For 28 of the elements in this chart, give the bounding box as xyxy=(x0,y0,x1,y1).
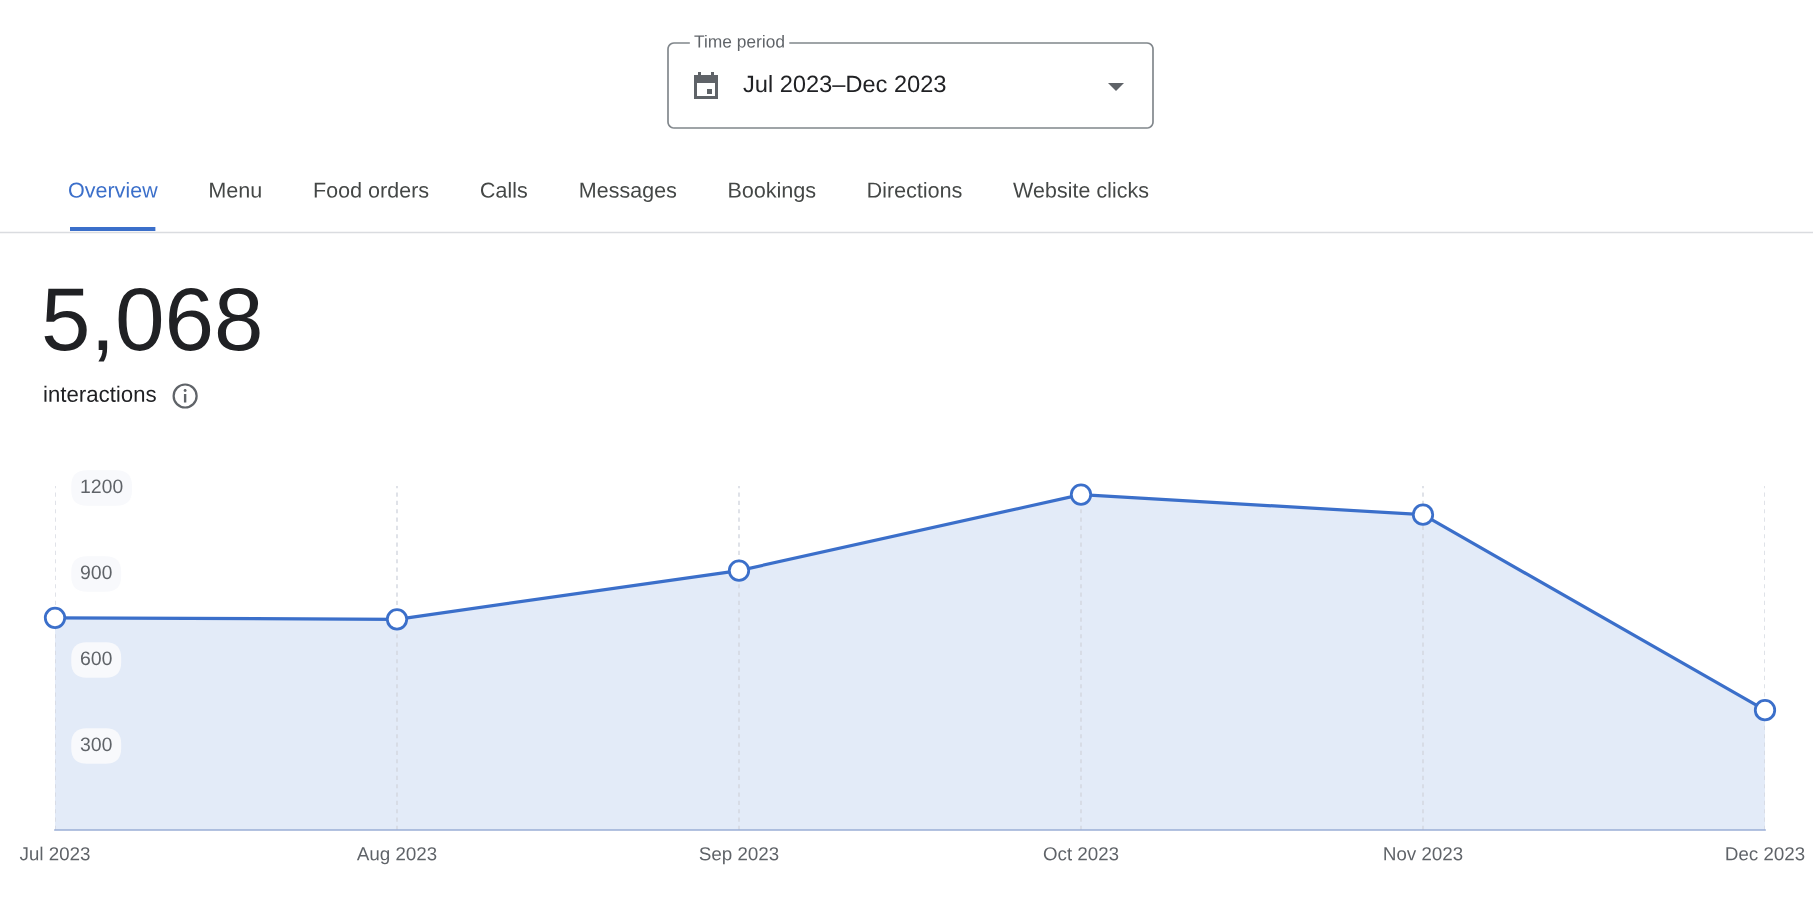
point xyxy=(385,608,409,631)
text: Calls xyxy=(480,181,527,198)
text: Food orders xyxy=(314,181,429,198)
chart-title: 5,068 xyxy=(44,287,260,362)
text: Website clicks xyxy=(1013,181,1149,198)
text: Bookings xyxy=(729,181,816,203)
y-tick-label: 900 xyxy=(80,565,112,580)
x-tick-label: Oct 2023 xyxy=(1043,847,1119,861)
text: Menu xyxy=(210,182,261,198)
point xyxy=(1411,503,1435,526)
y-tick-label: 1200 xyxy=(81,479,123,494)
text: Overview xyxy=(69,181,158,198)
chart-subtitle: interactions xyxy=(44,385,156,402)
y-tick-label: 600 xyxy=(80,651,112,666)
text: Jul 2023–Dec 2023 xyxy=(743,75,946,93)
point xyxy=(727,559,751,582)
point xyxy=(43,606,67,629)
x-tick-label: Aug 2023 xyxy=(356,847,437,865)
x-tick-label: Jul 2023 xyxy=(19,846,90,861)
x-tick-label: Dec 2023 xyxy=(1726,847,1805,861)
x-tick-label: Nov 2023 xyxy=(1384,847,1463,861)
point xyxy=(1753,699,1777,722)
text: Directions xyxy=(868,181,962,198)
y-tick-label: 300 xyxy=(80,737,112,752)
x-tick-label: Sep 2023 xyxy=(699,847,779,865)
text: Time period xyxy=(694,34,784,52)
text: Messages xyxy=(580,182,677,203)
point xyxy=(1069,483,1093,506)
